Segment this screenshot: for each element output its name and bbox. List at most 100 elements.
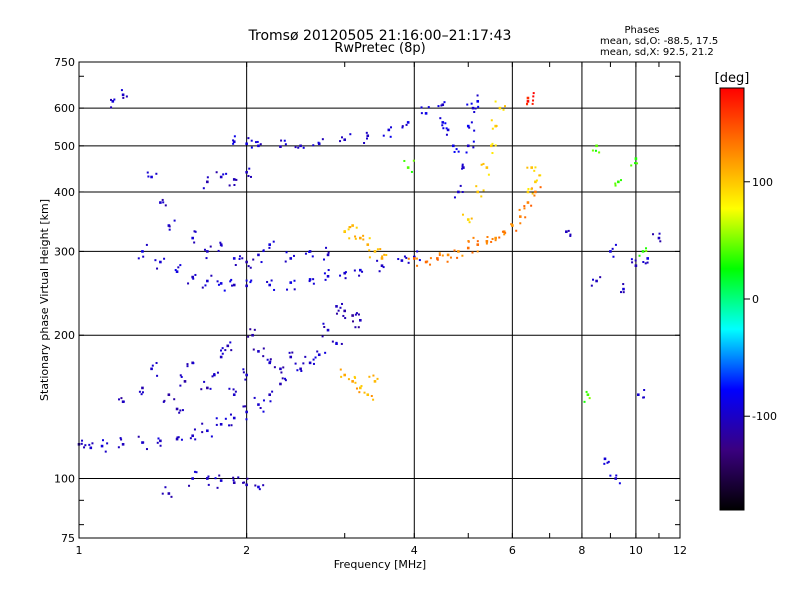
data-point [351,224,354,227]
data-point [476,243,480,246]
data-point [111,100,115,103]
data-point-scatter [179,384,182,387]
data-point [232,283,236,287]
data-point-scatter [250,139,253,142]
data-point [498,106,502,110]
data-point-scatter [357,326,360,329]
data-point-scatter [327,269,330,272]
data-point-scatter [594,149,597,152]
data-point [466,124,470,128]
data-point-scatter [532,95,535,98]
data-point-scatter [382,266,385,269]
data-point-scatter [503,233,506,236]
data-point-scatter [335,341,338,344]
data-point-scatter [203,248,206,251]
data-point-scatter [122,96,125,99]
data-point-scatter [344,277,347,280]
data-point-scatter [535,179,538,182]
data-point-scatter [473,129,476,132]
data-point [159,439,162,443]
data-point [257,253,260,257]
data-point-scatter [494,239,497,242]
data-point-scatter [526,103,529,106]
data-point [424,112,428,115]
data-point-scatter [247,174,250,177]
data-point-scatter [583,400,586,403]
data-point-scatter [155,172,158,175]
data-point [191,236,194,240]
data-point-scatter [146,171,149,174]
data-point-scatter [230,424,233,427]
data-point-scatter [83,446,86,449]
data-point-scatter [238,257,241,260]
data-point-scatter [113,98,116,101]
data-point-scatter [370,395,373,398]
data-point-scatter [470,102,473,105]
data-point-scatter [151,364,154,367]
data-point-scatter [349,133,352,136]
data-point [232,393,236,397]
data-point [406,166,410,169]
data-point [141,250,144,253]
data-point [359,318,362,322]
data-point-scatter [515,229,518,232]
data-point-scatter [234,390,237,393]
data-point-scatter [137,435,140,438]
data-point-scatter [242,368,245,371]
data-point-scatter [247,265,250,268]
data-point-scatter [468,126,471,129]
data-point [326,328,330,332]
data-point-scatter [531,192,534,195]
data-point-scatter [252,258,255,261]
data-point-scatter [193,230,196,233]
data-point-scatter [376,259,379,262]
data-point-scatter [217,283,220,286]
data-point-scatter [355,312,358,315]
data-point-scatter [348,237,351,240]
data-point-scatter [179,264,182,267]
data-point-scatter [510,223,513,226]
data-point [457,250,460,253]
data-point-scatter [201,431,204,434]
data-point-scatter [157,437,160,440]
data-point-scatter [218,474,221,477]
data-point-scatter [461,165,464,168]
data-point-scatter [250,279,253,282]
data-point-scatter [120,397,123,400]
data-point-scatter [280,139,283,142]
data-point-scatter [645,247,648,250]
chart-subtitle: RwPretec (8p) [334,41,425,56]
data-point [441,121,445,124]
data-point-scatter [270,279,273,282]
data-point-scatter [323,272,326,275]
colorbar-label: [deg] [715,71,750,86]
data-point [100,444,104,448]
data-point-scatter [445,133,448,136]
data-point [446,253,450,257]
data-point [251,333,254,337]
data-points [77,89,662,498]
data-point-scatter [187,282,190,285]
y-tick-label: 75 [61,532,75,545]
data-point-scatter [142,255,145,258]
data-point [526,190,530,194]
data-point [335,305,338,308]
data-point [279,382,282,386]
data-point-scatter [304,355,307,358]
data-point-scatter [487,173,490,176]
data-point-scatter [401,125,404,128]
data-point-scatter [436,258,439,261]
data-point-scatter [569,234,572,237]
data-point-scatter [210,435,213,438]
data-point-scatter [176,436,179,439]
data-point-scatter [368,256,371,259]
data-point-scatter [590,284,593,287]
data-point [617,180,620,184]
data-point-scatter [390,126,393,129]
data-point-scatter [246,477,249,480]
data-point-scatter [385,254,388,257]
data-point [257,485,260,489]
data-point [485,166,489,169]
data-point-scatter [638,254,641,257]
data-point-scatter [314,356,317,359]
